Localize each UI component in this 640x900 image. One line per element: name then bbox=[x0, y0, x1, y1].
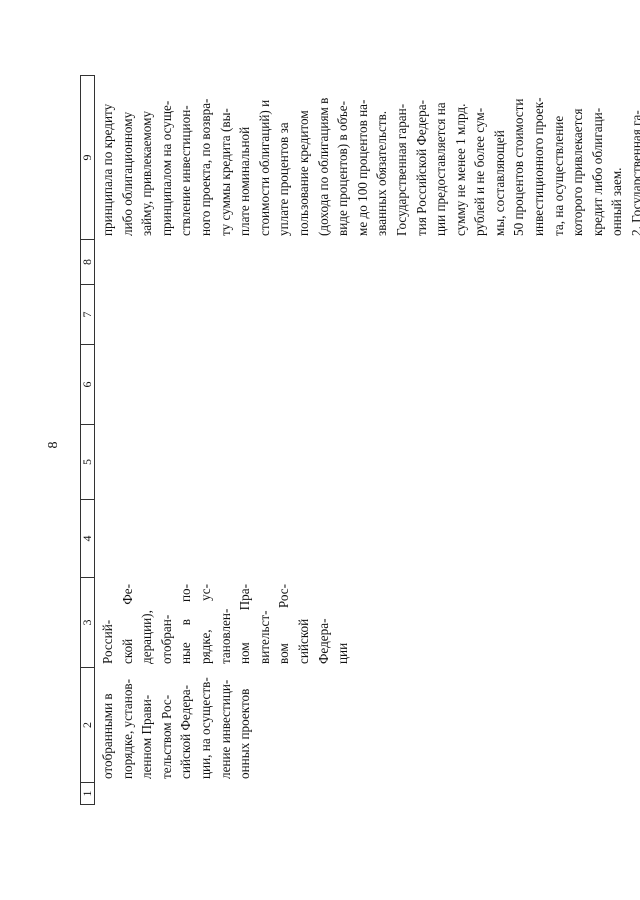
cell-line: которого привлекается bbox=[570, 108, 586, 236]
cell-line: вом Рос- bbox=[276, 584, 292, 664]
cell-line: ции bbox=[335, 642, 351, 664]
header-col-9: 9 bbox=[80, 75, 95, 240]
cell-line: ные в по- bbox=[178, 584, 194, 664]
header-col-1: 1 bbox=[80, 783, 95, 805]
cell-line: ление инвестици- bbox=[217, 679, 233, 779]
cell-line: ме до 100 процентов на- bbox=[354, 99, 370, 236]
header-col-2: 2 bbox=[80, 668, 95, 783]
cell-line: ного проекта, по возвра- bbox=[197, 98, 213, 236]
header-col-7: 7 bbox=[80, 285, 95, 345]
cell-line: плате номинальной bbox=[237, 126, 253, 236]
cell-line: принципала по кредиту bbox=[100, 103, 115, 236]
cell-line: ствление инвестицион- bbox=[178, 105, 194, 236]
cell-line: рублей и не более сум- bbox=[472, 107, 488, 236]
cell-line: займу, привлекаемому bbox=[139, 110, 155, 236]
header-col-6: 6 bbox=[80, 345, 95, 425]
cell-line: принципалом на осуще- bbox=[158, 100, 174, 236]
cell-line: та, на осуществление bbox=[550, 115, 566, 236]
cell-line: вительст- bbox=[256, 610, 272, 664]
cell-line: сийской Федера- bbox=[178, 684, 194, 779]
header-col-3: 3 bbox=[80, 578, 95, 668]
cell-line: уплате процентов за bbox=[276, 122, 292, 236]
cell-line: званных обязательств. bbox=[374, 110, 390, 236]
cell-line: Федера- bbox=[315, 618, 331, 665]
header-col-4: 4 bbox=[80, 500, 95, 578]
cell-line: кредит либо облигаци- bbox=[589, 107, 605, 236]
page-number: 8 bbox=[46, 441, 61, 449]
cell-line: 2. Государственная га- bbox=[629, 110, 640, 236]
cell-line: ленном Прави- bbox=[139, 694, 155, 779]
header-col-8: 8 bbox=[80, 240, 95, 285]
cell-line: рядке, ус- bbox=[197, 584, 213, 664]
cell-line: тельством Рос- bbox=[158, 694, 174, 779]
cell-line: отобран- bbox=[158, 614, 174, 664]
cell-line: ции, на осуществ- bbox=[197, 677, 213, 779]
cell-line: тановлен- bbox=[217, 608, 233, 664]
cell-line: виде процентов) в объе- bbox=[335, 100, 351, 236]
cell-line: либо облигационному bbox=[119, 111, 135, 236]
cell-line: порядке, установ- bbox=[119, 678, 135, 779]
cell-line: сийской bbox=[295, 618, 311, 664]
cell-line: пользование кредитом bbox=[295, 110, 311, 236]
cell-line: ту суммы кредита (вы- bbox=[217, 108, 233, 236]
cell-line: (дохода по облигациям в bbox=[315, 97, 331, 236]
cell-line: мы, составляющей bbox=[491, 130, 507, 236]
cell-col-9: принципала по кредиту либо облигационному… bbox=[98, 76, 640, 236]
header-col-5: 5 bbox=[80, 425, 95, 500]
cell-line: онный заем. bbox=[609, 167, 625, 236]
cell-line: ции предоставляется на bbox=[433, 102, 449, 236]
cell-col-2: отобранными в порядке, установ-ленном Пра… bbox=[98, 669, 255, 779]
cell-line: тия Российской Федера- bbox=[413, 100, 429, 236]
cell-line: ном Пра- bbox=[237, 584, 253, 664]
cell-line: дерации), bbox=[139, 610, 155, 664]
cell-line: 50 процентов стоимости bbox=[511, 98, 527, 236]
cell-line: Государственная гаран- bbox=[393, 103, 409, 236]
cell-line: онных проектов bbox=[237, 688, 253, 779]
cell-line: инвестиционного проек- bbox=[531, 97, 547, 236]
cell-line: сумму не менее 1 млрд. bbox=[452, 103, 468, 236]
cell-line: ской Фе- bbox=[119, 584, 135, 664]
cell-line: Россий- bbox=[100, 619, 115, 664]
cell-line: стоимости облигаций) и bbox=[256, 99, 272, 236]
cell-line: отобранными в bbox=[100, 693, 115, 779]
cell-col-3: Россий-ской Фе-дерации), отобран-ные в по… bbox=[98, 584, 353, 664]
